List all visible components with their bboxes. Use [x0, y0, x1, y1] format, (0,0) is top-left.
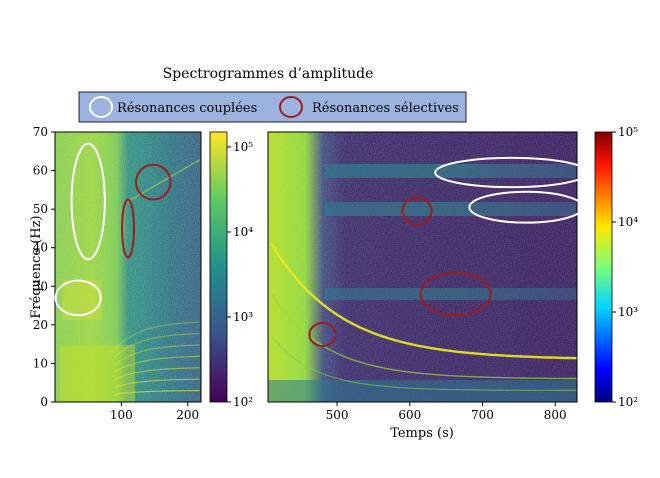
right-panel — [268, 132, 577, 402]
coupled-resonance-ellipse — [70, 142, 106, 261]
right-annotations — [308, 156, 589, 348]
harmonic-trace — [114, 321, 200, 350]
colorbar-tick-label: 10³ — [618, 305, 638, 319]
selective-resonance-ellipse — [134, 163, 172, 201]
right-axis-ticks: 500 600 700 800 — [326, 402, 567, 422]
right-colorbar-ticks: 10² 10³ 10⁴ 10⁵ — [612, 125, 638, 409]
colorbar-tick-label: 10² — [618, 395, 638, 409]
legend-marker-coupled — [89, 96, 113, 118]
y-tick-label: 30 — [33, 279, 48, 293]
chart-title: Spectrogrammes d’amplitude — [163, 66, 374, 82]
coupled-resonance-ellipse — [468, 190, 584, 224]
y-tick-label: 20 — [33, 318, 48, 332]
decay-trace — [270, 243, 577, 360]
colorbar-tick-label: 10⁴ — [233, 225, 253, 239]
right-axes-frame — [267, 131, 578, 403]
left-colorbar — [209, 131, 228, 403]
colorbar-tick-label: 10² — [233, 395, 253, 409]
x-axis-label: Temps (s) — [390, 426, 454, 441]
y-tick-label: 50 — [33, 202, 48, 216]
x-tick-label: 600 — [398, 408, 421, 422]
harmonic-trace — [114, 355, 200, 373]
selective-resonance-ellipse — [308, 321, 337, 348]
legend: Résonances couplées Résonances sélective… — [78, 91, 467, 123]
coupled-resonance-ellipse — [434, 156, 589, 189]
x-tick-label: 800 — [544, 408, 567, 422]
y-tick-label: 0 — [40, 395, 48, 409]
harmonic-trace — [114, 344, 200, 365]
harmonic-trace — [114, 367, 200, 380]
harmonic-trace — [114, 378, 200, 388]
left-annotations — [54, 142, 172, 317]
selective-resonance-ellipse — [121, 198, 135, 259]
legend-label-coupled: Résonances couplées — [117, 101, 257, 116]
colorbar-tick-label: 10⁴ — [618, 215, 638, 229]
legend-box — [78, 91, 467, 123]
colorbar-tick-label: 10³ — [233, 310, 253, 324]
y-axis-label: Fréquence (Hz) — [29, 215, 44, 318]
y-tick-label: 70 — [33, 125, 48, 139]
colorbar-tick-label: 10⁵ — [618, 125, 638, 139]
left-panel — [55, 132, 201, 402]
harmonic-trace — [114, 333, 200, 358]
x-tick-label: 500 — [326, 408, 349, 422]
x-tick-label: 700 — [471, 408, 494, 422]
y-tick-label: 60 — [33, 164, 48, 178]
legend-label-selective: Résonances sélectives — [312, 101, 459, 116]
legend-marker-selective — [279, 96, 303, 118]
left-colorbar-ticks: 10² 10³ 10⁴ 10⁵ — [227, 140, 253, 409]
selective-resonance-ellipse — [401, 196, 433, 226]
selective-resonance-ellipse — [419, 271, 492, 317]
x-tick-label: 200 — [176, 408, 199, 422]
coupled-resonance-ellipse — [54, 279, 102, 317]
left-axis-ticks: 100 200 0 10 20 30 40 50 60 70 — [33, 125, 199, 422]
harmonic-trace — [114, 390, 200, 396]
y-tick-label: 40 — [33, 241, 48, 255]
colorbar-tick-label: 10⁵ — [233, 140, 253, 154]
left-axes-frame — [54, 131, 202, 403]
y-tick-label: 10 — [33, 356, 48, 370]
decay-trace — [271, 336, 577, 391]
x-tick-label: 100 — [110, 408, 133, 422]
right-colorbar — [594, 131, 613, 403]
